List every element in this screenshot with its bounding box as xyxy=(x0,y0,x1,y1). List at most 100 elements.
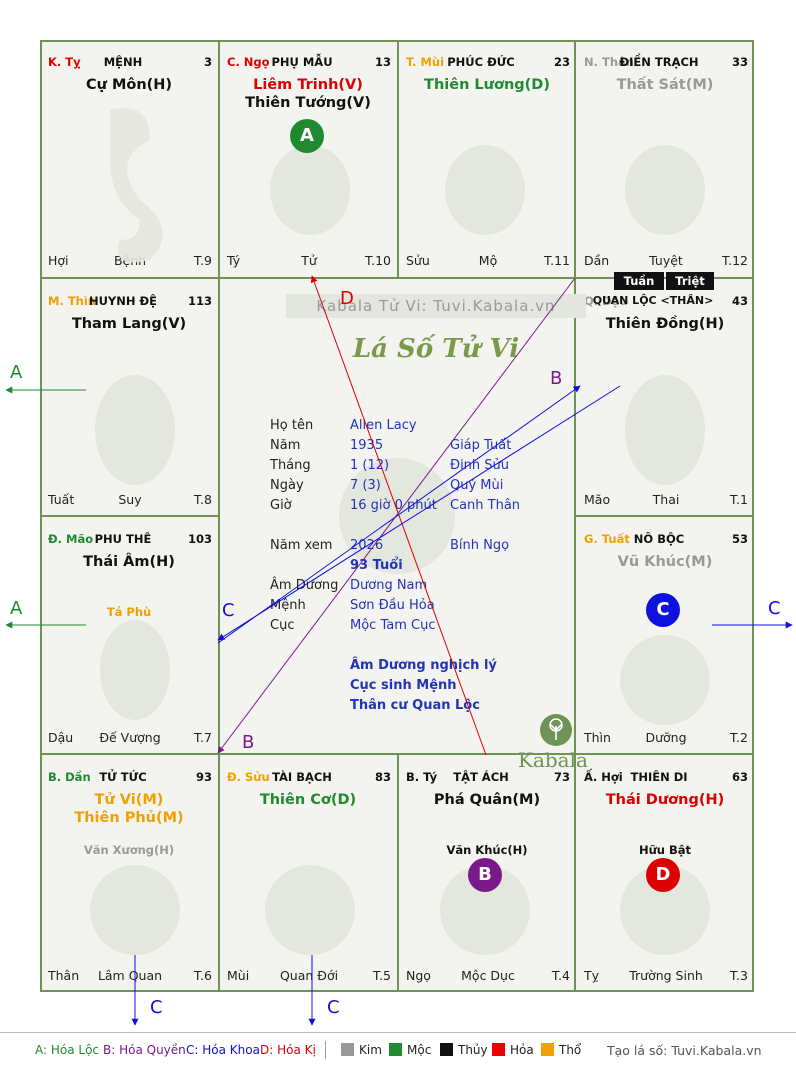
minor-star: Văn Khúc(H) xyxy=(446,843,528,857)
palace-branch: Tuất xyxy=(48,492,75,507)
legend-hoa: Hỏa xyxy=(510,1043,534,1057)
palace-stem: N. Thân xyxy=(584,55,634,69)
info-value-extra: Quý Mùi xyxy=(450,478,504,493)
palace-stem: B. Dần xyxy=(48,770,91,784)
palace-phase: Mộ xyxy=(478,253,498,268)
info-value: 7 (3) xyxy=(350,478,381,493)
palace-name: TỬ TỨC xyxy=(99,770,147,784)
info-label: Giờ xyxy=(270,498,292,513)
legend-hoa-quyen: B: Hóa Quyền xyxy=(103,1043,186,1057)
hoa-quyen-badge: B xyxy=(468,858,502,892)
legend-kim: Kim xyxy=(359,1043,382,1057)
arrow-label-d-center: D xyxy=(340,288,354,309)
center-note: Thân cư Quan Lộc xyxy=(350,698,480,713)
info-label: Họ tên xyxy=(270,418,314,433)
palace-phase: Đế Vượng xyxy=(99,730,161,745)
info-value: 2026 xyxy=(350,538,384,553)
palace-10: B. Tý TẬT ÁCH 73 Phá Quân(M) Văn Khúc(H) Ngọ M… xyxy=(398,755,576,992)
info-value: Dương Nam xyxy=(350,578,428,593)
moc-swatch-icon xyxy=(389,1043,402,1056)
palace-stem: M. Thìn xyxy=(48,294,96,308)
info-value-extra: Bính Ngọ xyxy=(450,538,510,553)
palace-stem: B. Tý xyxy=(406,770,438,784)
arrow-label-c-bottom-mid: C xyxy=(327,997,340,1018)
palace-month: T.6 xyxy=(193,968,212,983)
arrow-label-a-left-bottom: A xyxy=(10,598,23,619)
info-value: 93 Tuổi xyxy=(350,558,403,573)
palace-branch: Thìn xyxy=(584,730,611,745)
palace-branch: Tỵ xyxy=(584,968,600,983)
main-star: Thiên Phủ(M) xyxy=(74,810,184,826)
info-value: 1 (12) xyxy=(350,458,390,473)
main-star: Liêm Trinh(V) xyxy=(253,77,363,93)
palace-month: T.2 xyxy=(729,730,748,745)
palace-number: 113 xyxy=(187,294,212,308)
palace-name: PHÚC ĐỨC xyxy=(447,55,515,69)
tuan-label: Tuần xyxy=(614,272,664,290)
palace-month: T.4 xyxy=(551,968,570,983)
palace-1: C. Ngọ PHỤ MẪU 13 Liêm Trinh(V) Thiên Tướng(… xyxy=(219,40,397,277)
palace-number: 33 xyxy=(731,55,748,69)
kabala-logo-text: Kabala xyxy=(518,748,588,772)
palace-number: 13 xyxy=(374,55,391,69)
tho-swatch-icon xyxy=(541,1043,554,1056)
hoa-ki-badge: D xyxy=(646,858,680,892)
palace-month: T.11 xyxy=(543,253,570,268)
main-star: Thất Sát(M) xyxy=(616,77,714,93)
palace-number: 73 xyxy=(553,770,570,784)
legend-moc: Mộc xyxy=(407,1043,432,1057)
palace-stem: T. Mùi xyxy=(406,55,445,69)
center-note: Cục sinh Mệnh xyxy=(350,678,457,693)
palace-number: 3 xyxy=(203,55,212,69)
palace-branch: Sửu xyxy=(406,253,430,268)
chart-title: Lá Số Tử Vi xyxy=(352,334,520,364)
palace-phase: Tuyệt xyxy=(649,253,683,268)
hoa-khoa-badge: C xyxy=(646,593,680,627)
palace-name: TẬT ÁCH xyxy=(453,770,509,784)
legend-hoa-ki: D: Hóa Kị xyxy=(260,1043,316,1057)
arrow-label-b-center-right: B xyxy=(550,368,563,389)
hoa-loc-badge: A xyxy=(290,119,324,153)
palace-branch: Hợi xyxy=(48,253,69,268)
palace-phase: Dưỡng xyxy=(645,730,687,745)
palace-branch: Ngọ xyxy=(406,968,431,983)
palace-name: MỆNH xyxy=(103,55,143,69)
arrow-label-c-bottom-left: C xyxy=(150,997,163,1018)
palace-number: 23 xyxy=(553,55,570,69)
info-value-extra: Giáp Tuất xyxy=(450,438,512,453)
arrow-label-c-right: C xyxy=(768,598,781,619)
info-label: Năm xyxy=(270,438,301,453)
center-info-panel: Kabala Tử Vi: Tuvi.Kabala.vn Lá Số Tử Vi… xyxy=(258,278,614,772)
triet-label: Triệt xyxy=(666,272,714,290)
main-star: Thái Âm(H) xyxy=(83,554,175,570)
center-note: Âm Dương nghịch lý xyxy=(350,658,497,673)
palace-number: 103 xyxy=(187,532,212,546)
palace-5: Q. Dậu QUAN LỘC <THÂN> 43 Thiên Đồng(H) Mão T… xyxy=(576,279,754,516)
main-star: Vũ Khúc(M) xyxy=(617,554,713,570)
palace-stem: K. Tỵ xyxy=(48,55,81,69)
hoa-swatch-icon xyxy=(492,1043,505,1056)
arrow-label-c-center-left: C xyxy=(222,600,235,621)
info-value-extra: Canh Thân xyxy=(450,498,521,513)
palace-phase: Lâm Quan xyxy=(97,968,163,983)
credit-link[interactable]: Tạo lá số: Tuvi.Kabala.vn xyxy=(607,1043,762,1058)
palace-name: NÔ BỘC xyxy=(633,532,685,546)
legend-thuy: Thủy xyxy=(458,1043,488,1057)
palace-number: 53 xyxy=(731,532,748,546)
watermark-text: Kabala Tử Vi: Tuvi.Kabala.vn xyxy=(286,294,586,318)
palace-month: T.10 xyxy=(364,253,391,268)
kabala-tree-icon xyxy=(540,714,572,746)
minor-star: Hữu Bật xyxy=(638,843,692,857)
info-value: 16 giờ 0 phút xyxy=(350,498,437,513)
palace-month: T.1 xyxy=(729,492,748,507)
palace-name: TÀI BẠCH xyxy=(272,770,332,784)
palace-number: 93 xyxy=(195,770,212,784)
palace-8: B. Dần TỬ TỨC 93 Tử Vi(M) Thiên Phủ(M) Văn Xư… xyxy=(40,755,218,992)
palace-name: PHU THÊ xyxy=(94,532,152,546)
minor-star: Văn Xương(H) xyxy=(83,843,175,857)
info-value: Mộc Tam Cục xyxy=(350,618,436,633)
palace-month: T.3 xyxy=(729,968,748,983)
info-label: Ngày xyxy=(270,478,304,493)
